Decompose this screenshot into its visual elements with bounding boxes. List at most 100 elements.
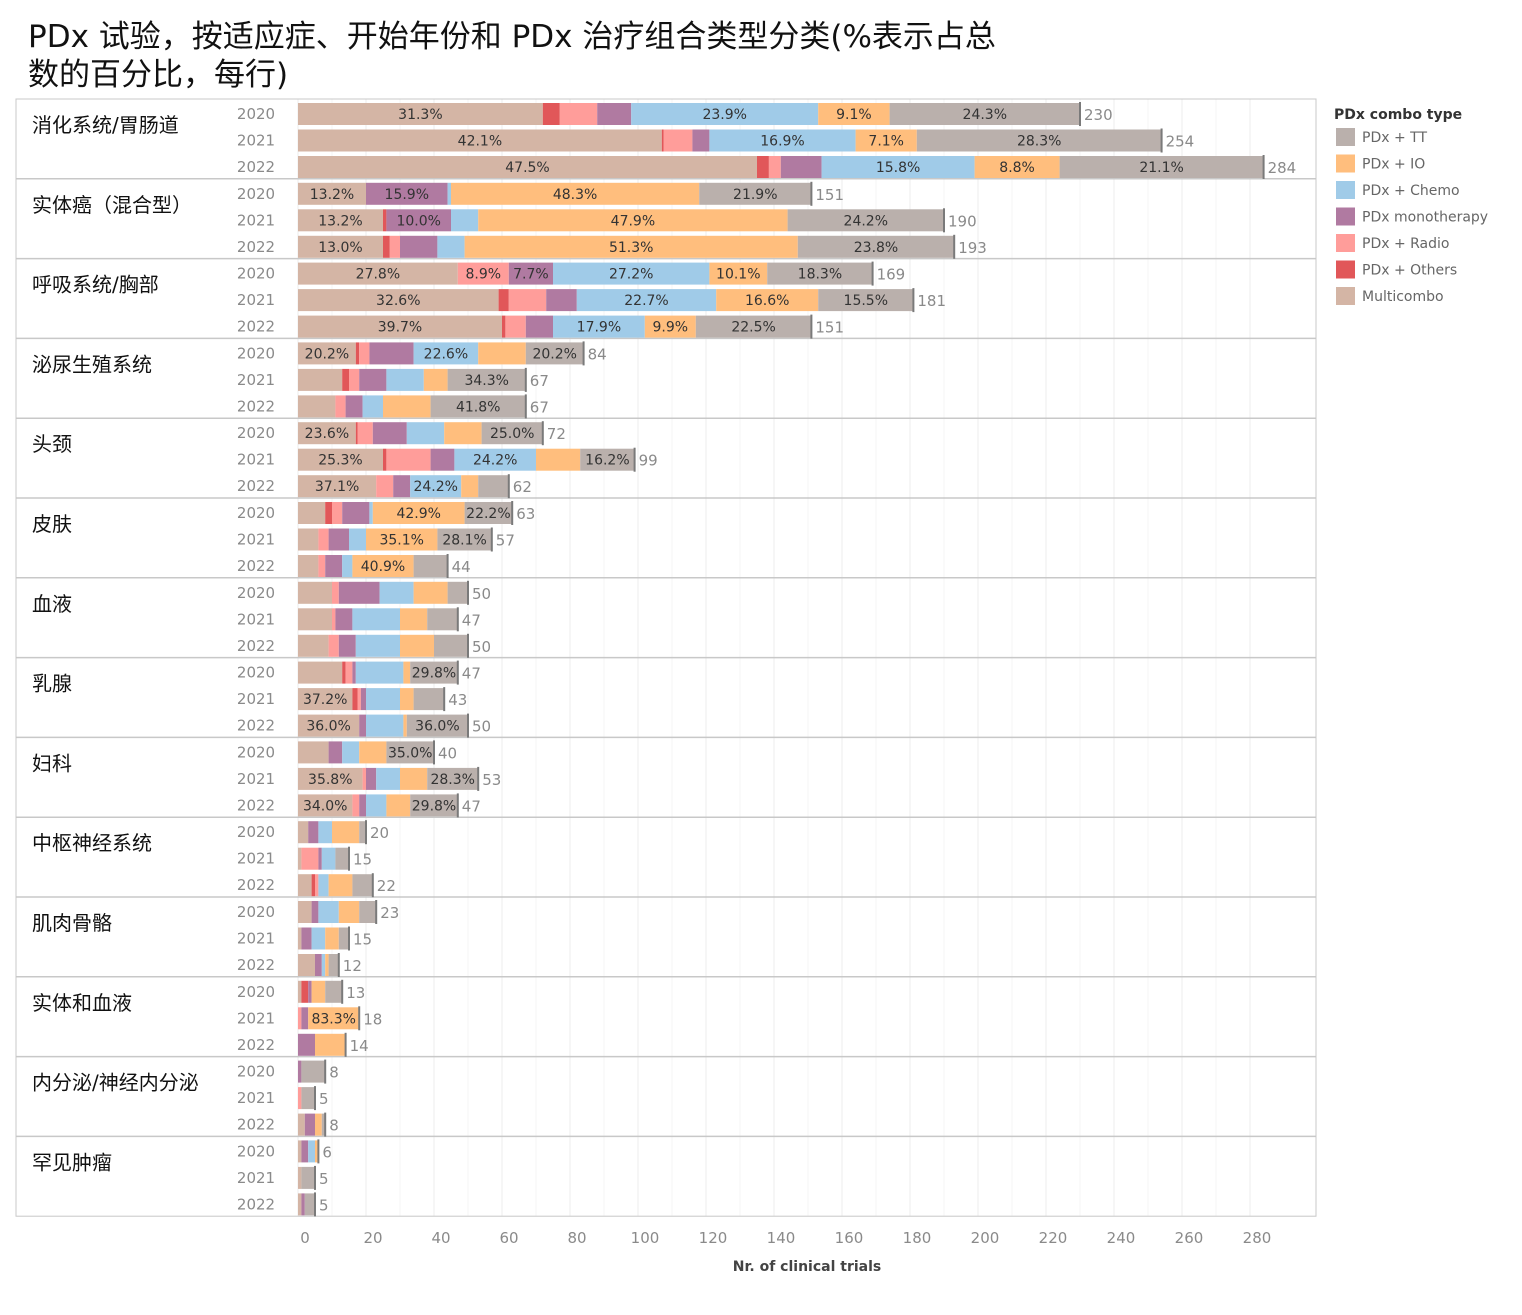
bar-segment-radio — [352, 794, 360, 817]
bar-segment-others — [325, 502, 332, 524]
bar-segment-tt — [352, 874, 373, 897]
bar-segment-mono — [318, 847, 322, 870]
category-label: 泌尿生殖系统 — [32, 352, 152, 376]
total-label: 18 — [363, 1010, 382, 1028]
segment-label: 37.2% — [303, 692, 347, 708]
category-label: 肌肉骨骼 — [32, 911, 112, 935]
bar-segment-io — [716, 289, 819, 312]
segment-label: 25.0% — [490, 426, 534, 442]
bar-segment-io — [308, 1007, 360, 1030]
bar-segment-multi — [298, 368, 343, 391]
bar-segment-radio — [386, 448, 431, 471]
bar-segment-radio — [559, 103, 598, 125]
bar-segment-tt — [434, 634, 468, 657]
segment-label: 24.2% — [413, 479, 457, 495]
year-label: 2021 — [237, 1169, 275, 1187]
category-label: 实体癌（混合型） — [32, 193, 192, 217]
category-label: 血液 — [32, 592, 72, 616]
bar-segment-multi — [298, 821, 309, 844]
segment-label: 23.8% — [854, 240, 898, 256]
bar-segment-radio — [663, 129, 693, 152]
bar-segment-tt — [481, 422, 543, 445]
bar-segment-tt — [335, 847, 349, 870]
bar-segment-multi — [298, 874, 312, 897]
year-label: 2022 — [237, 717, 275, 735]
bar-segment-multi — [298, 794, 353, 817]
segment-label: 39.7% — [378, 320, 422, 336]
bar-segment-multi — [298, 741, 329, 764]
bar-segment-io — [400, 608, 428, 631]
bar-segment-io — [386, 794, 411, 817]
segment-label: 7.7% — [513, 267, 549, 283]
segment-label: 9.1% — [836, 107, 872, 123]
bar-segment-mono — [393, 475, 411, 498]
bar-segment-mono — [301, 1140, 309, 1163]
segment-label: 36.0% — [415, 719, 459, 735]
bar-segment-tt — [427, 608, 458, 631]
x-tick-label: 200 — [971, 1229, 1000, 1247]
bar-segment-others — [342, 368, 349, 391]
bar-segment-io — [974, 156, 1060, 178]
category-label: 乳腺 — [32, 672, 72, 696]
x-tick-label: 180 — [903, 1229, 932, 1247]
legend-swatch-multi — [1336, 287, 1355, 305]
bar-segment-mono — [328, 741, 343, 764]
bar-segment-multi — [298, 688, 353, 711]
bar-segment-chemo — [355, 634, 400, 657]
year-label: 2021 — [237, 211, 275, 229]
x-tick-label: 100 — [631, 1229, 660, 1247]
year-label: 2021 — [237, 930, 275, 948]
year-label: 2021 — [237, 451, 275, 469]
segment-label: 42.9% — [396, 506, 440, 522]
segment-label: 35.0% — [388, 745, 432, 761]
bar-segment-io — [413, 581, 448, 604]
bar-segment-others — [661, 129, 664, 152]
segment-label: 47.5% — [505, 160, 549, 176]
year-label: 2021 — [237, 690, 275, 708]
bar-segment-others — [342, 661, 346, 684]
segment-label: 18.3% — [798, 267, 842, 283]
bar-segment-io — [359, 741, 387, 764]
bar-segment-chemo — [406, 422, 445, 445]
bar-segment-mono — [359, 794, 366, 817]
bar-segment-tt — [1059, 156, 1264, 178]
bar-segment-tt — [580, 448, 635, 471]
bar-segment-multi — [298, 235, 383, 258]
segment-label: 35.8% — [308, 772, 352, 788]
year-label: 2021 — [237, 770, 275, 788]
legend-label: PDx + Chemo — [1362, 183, 1460, 199]
bar-segment-io — [315, 1033, 346, 1056]
bar-segment-mono — [366, 182, 448, 205]
total-label: 57 — [496, 532, 515, 550]
total-label: 67 — [530, 398, 549, 416]
bar-segment-mono — [304, 1113, 315, 1136]
bar-segment-tt — [338, 927, 349, 950]
bar-segment-chemo — [349, 528, 366, 551]
bar-segment-mono — [525, 315, 553, 338]
bar-segment-multi — [298, 980, 302, 1003]
x-axis-title: Nr. of clinical trials — [733, 1259, 881, 1275]
bar-segment-mono — [308, 980, 312, 1003]
legend-title: PDx combo type — [1334, 107, 1462, 123]
segment-label: 29.8% — [412, 666, 456, 682]
bar-segment-chemo — [342, 741, 360, 764]
bar-segment-io — [315, 1140, 319, 1163]
bar-segment-io — [400, 634, 434, 657]
x-tick-label: 260 — [1175, 1229, 1204, 1247]
bar-segment-mono — [298, 1060, 302, 1083]
total-label: 151 — [815, 186, 844, 204]
total-label: 193 — [958, 239, 987, 257]
bar-segment-tt — [699, 182, 812, 205]
bar-segment-multi — [298, 1140, 302, 1163]
bar-segment-tt — [301, 1166, 315, 1189]
bar-segment-multi — [298, 555, 319, 577]
bar-segment-tt — [406, 714, 468, 737]
bar-segment-others — [355, 422, 358, 445]
x-tick-label: 120 — [699, 1229, 728, 1247]
segment-label: 36.0% — [306, 719, 350, 735]
total-label: 12 — [343, 957, 362, 975]
segment-label: 31.3% — [398, 107, 442, 123]
bar-segment-tt — [464, 502, 513, 524]
segment-label: 13.2% — [310, 187, 354, 203]
